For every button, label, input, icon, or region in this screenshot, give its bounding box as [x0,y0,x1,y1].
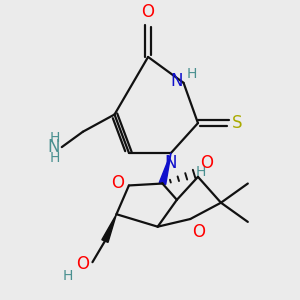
Text: H: H [186,67,197,81]
Text: O: O [111,174,124,192]
Text: H: H [63,268,73,283]
Text: N: N [47,138,60,156]
Text: H: H [196,165,206,179]
Polygon shape [102,214,116,242]
Text: H: H [50,151,60,165]
Text: S: S [232,114,242,132]
Text: O: O [142,4,154,22]
Text: O: O [76,255,90,273]
Polygon shape [159,153,171,184]
Text: N: N [170,72,183,90]
Text: O: O [200,154,213,172]
Text: O: O [192,223,205,241]
Text: N: N [165,154,177,172]
Text: H: H [50,130,60,145]
